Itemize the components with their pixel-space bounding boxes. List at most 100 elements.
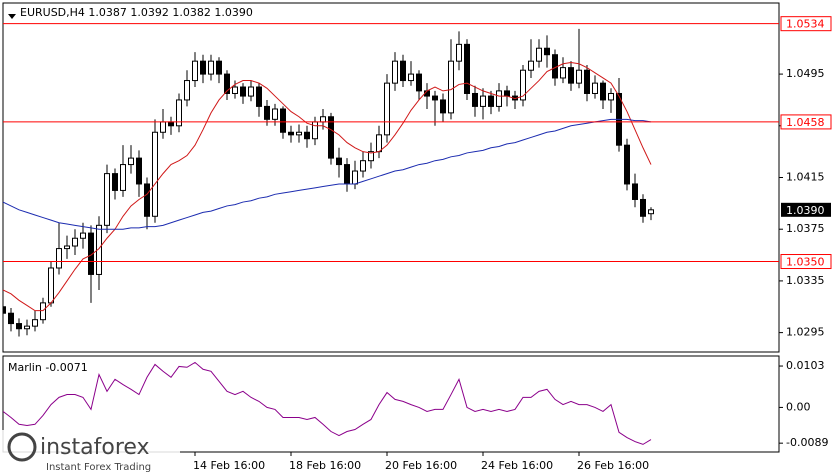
candle-body (288, 131, 294, 136)
y-tick-label: 1.0375 (786, 222, 825, 235)
candle-body (80, 232, 86, 239)
candle-body (136, 157, 142, 185)
moving-average (3, 61, 652, 312)
candle-body (408, 73, 414, 82)
candle-body (592, 82, 598, 94)
candle-body (208, 60, 214, 75)
candle-body (448, 60, 454, 114)
chart-title: EURUSD,H4 1.0387 1.0392 1.0382 1.0390 (20, 6, 253, 19)
candle-body (224, 73, 230, 94)
candle-body (560, 67, 566, 79)
last-price-label: 1.0390 (786, 204, 825, 217)
x-tick-label: 18 Feb 16:00 (289, 459, 361, 472)
candle-body (160, 121, 166, 133)
candle-body (600, 82, 606, 101)
logo-icon (7, 432, 37, 462)
candle-body (416, 73, 422, 92)
main-panel (2, 2, 780, 353)
candle-body (544, 47, 550, 56)
candle-body (312, 121, 318, 140)
candle-body (384, 82, 390, 136)
candle-body (3, 306, 6, 314)
candle-body (296, 131, 302, 136)
candle-body (472, 92, 478, 107)
candle-body (192, 60, 198, 82)
y-tick-label: 1.0415 (786, 171, 825, 184)
logo-name: instaforex (40, 435, 150, 460)
candle-body (608, 92, 614, 101)
candle-body (328, 116, 334, 159)
candle-body (216, 60, 222, 75)
level-label: 1.0458 (786, 116, 825, 129)
candle-body (48, 267, 54, 304)
candle-body (576, 69, 582, 84)
candle-body (56, 248, 62, 269)
candle-body (320, 116, 326, 123)
candle-body (648, 209, 654, 215)
x-tick-label: 26 Feb 16:00 (577, 459, 649, 472)
candle-body (32, 319, 38, 327)
candle-body (584, 69, 590, 94)
candle-body (496, 90, 502, 107)
candle-body (40, 302, 46, 321)
logo-tagline: Instant Forex Trading (46, 462, 151, 473)
candle-body (96, 224, 102, 275)
candle-body (304, 131, 310, 140)
candle-body (88, 232, 94, 275)
candle-body (104, 173, 110, 226)
candle-body (256, 86, 262, 107)
candle-body (120, 164, 126, 191)
candle-body (352, 170, 358, 185)
candle-body (392, 60, 398, 84)
candle-body (360, 160, 366, 172)
candle-body (504, 90, 510, 97)
candle-body (624, 144, 630, 185)
candle-body (520, 69, 526, 101)
y-tick-label: 1.0295 (786, 326, 825, 339)
menu-arrow (8, 14, 16, 19)
candle-body (640, 198, 646, 217)
candle-body (128, 157, 134, 166)
level-label-box (780, 114, 832, 130)
candle-body (480, 95, 486, 107)
candle-body (152, 131, 158, 217)
candle-body (264, 105, 270, 120)
level-label-box (780, 254, 832, 270)
candle-body (144, 183, 150, 217)
candle-body (568, 67, 574, 84)
moving-average (3, 118, 652, 230)
candle-body (16, 323, 22, 330)
y-tick-label: 1.0495 (786, 67, 825, 80)
watermark: instaforex Instant Forex Trading (0, 430, 180, 476)
candle-body (272, 108, 278, 120)
candle-body (464, 43, 470, 94)
candle-body (440, 99, 446, 114)
candle-body (536, 47, 542, 62)
level-label: 1.0534 (786, 18, 825, 31)
y-tick-label: 1.0335 (786, 274, 825, 287)
y-tick-label: 0.0103 (786, 359, 825, 372)
main-plot (3, 28, 654, 337)
candle-body (368, 151, 374, 162)
candle-body (280, 108, 286, 133)
axes: 1.04951.04551.04151.03751.03351.02951.05… (3, 16, 832, 472)
x-tick-label: 24 Feb 16:00 (481, 459, 553, 472)
candle-body (176, 99, 182, 127)
indicator-line (3, 361, 652, 445)
candle-body (200, 60, 206, 75)
y-tick-label: -0.0089 (786, 436, 828, 449)
level-label: 1.0350 (786, 256, 825, 269)
candle-body (456, 43, 462, 62)
candle-body (112, 173, 118, 191)
candle-body (376, 134, 382, 153)
candle-body (344, 164, 350, 185)
candle-body (400, 60, 406, 82)
candle-body (72, 237, 78, 247)
candle-body (488, 95, 494, 107)
candle-body (168, 121, 174, 127)
candle-body (24, 325, 30, 330)
candle-body (8, 312, 14, 325)
candle-body (64, 245, 70, 250)
candle-body (184, 80, 190, 101)
